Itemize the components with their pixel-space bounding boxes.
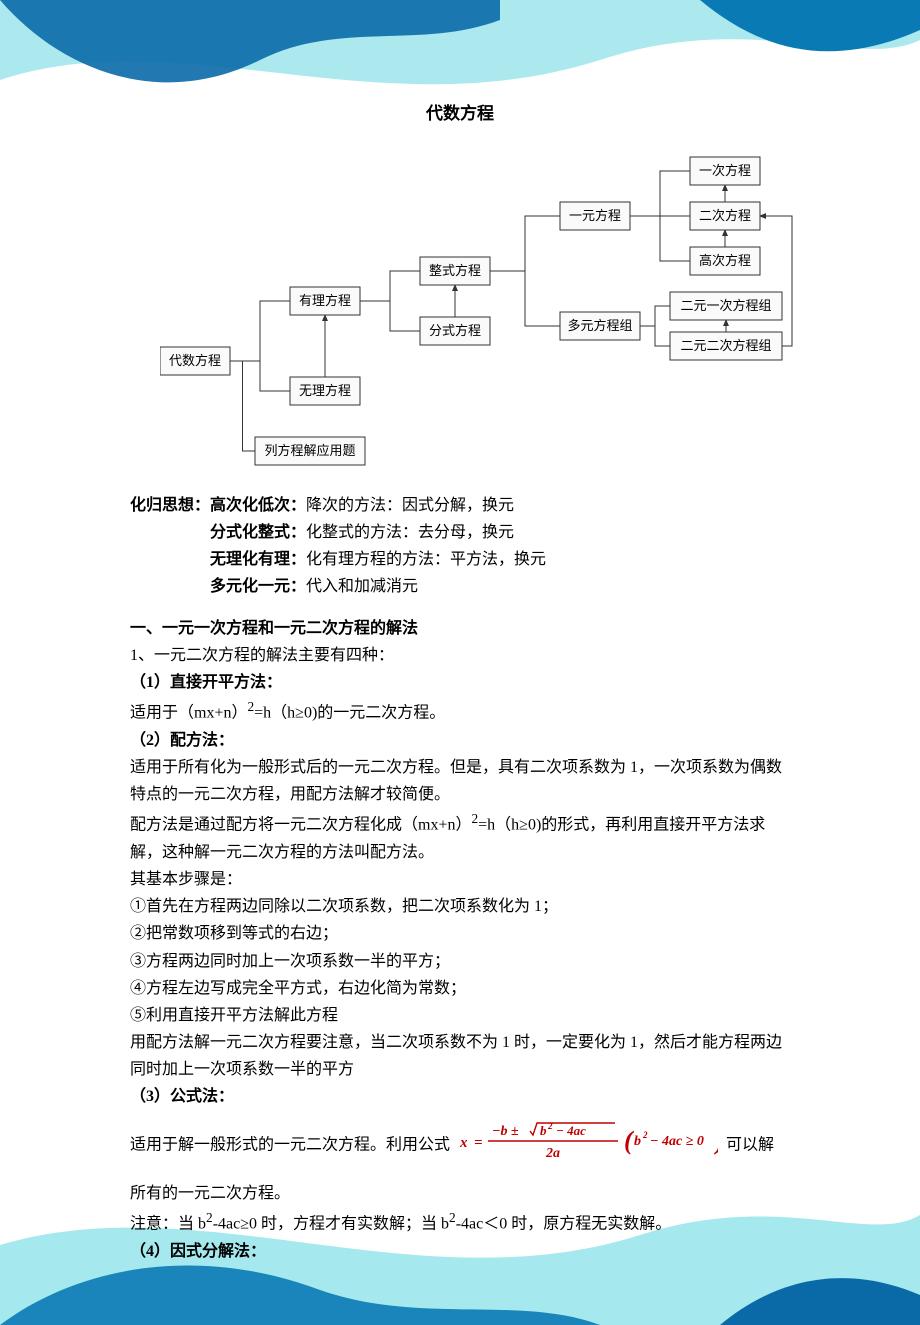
m1-a: 适用于（mx+n） [130,705,247,722]
svg-text:2a: 2a [545,1146,560,1161]
svg-text:有理方程: 有理方程 [299,293,351,308]
svg-text:b: b [634,1134,641,1149]
huagui-v1: 化整式的方法：去分母，换元 [306,524,514,541]
huagui-row-2: 无理化有理：化有理方程的方法：平方法，换元 [130,546,790,573]
m3-a: 适用于解一般形式的一元二次方程。利用公式 [130,1136,450,1153]
m2-s2: ②把常数项移到等式的右边； [130,920,790,947]
m3-note: 注意：当 b2-4ac≥0 时，方程才有实数解；当 b2-4ac＜0 时，原方程… [130,1207,790,1238]
huagui-k0: 高次化低次： [210,497,306,514]
svg-text:二次方程: 二次方程 [699,208,751,223]
m2-s3: ③方程两边同时加上一次项系数一半的平方； [130,948,790,975]
svg-text:): ) [714,1126,718,1155]
method1-text: 适用于（mx+n）2=h（h≥0)的一元二次方程。 [130,696,790,727]
method3-heading: （3）公式法： [130,1083,790,1110]
m2-s4: ④方程左边写成完全平方式，右边化简为常数； [130,975,790,1002]
huagui-k1: 分式化整式： [210,524,306,541]
m3-e1: 注意：当 b [130,1215,206,1232]
m3-line: 适用于解一般形式的一元二次方程。利用公式 x=−b ±b2− 4ac2a(b2−… [130,1119,790,1172]
m2-p3: 其基本步骤是： [130,866,790,893]
m3-c: 可以解 [726,1136,774,1153]
huagui-row-1: 分式化整式：化整式的方法：去分母，换元 [130,519,790,546]
m2-p2a: 配方法是通过配方将一元二次方程化成（mx+n） [130,817,471,834]
m1-b: =h（h≥0)的一元二次方程。 [254,705,445,722]
m3-e1s: 2 [206,1210,213,1225]
huagui-row-3: 多元化一元：代入和加减消元 [130,573,790,600]
huagui-v2: 化有理方程的方法：平方法，换元 [306,551,546,568]
m2-p2: 配方法是通过配方将一元二次方程化成（mx+n）2=h（h≥0)的形式，再利用直接… [130,808,790,866]
method2-heading: （2）配方法： [130,727,790,754]
diagram-svg: 代数方程 有理方程无理方程列方程解应用题 整式方程分式方程 一元方程多元方程组 一次方程… [160,147,800,472]
m3-e3: -4ac＜0 时，原方程无实数解。 [456,1215,672,1232]
svg-text:2: 2 [547,1121,553,1131]
svg-text:代数方程: 代数方程 [169,353,221,368]
svg-text:− 4ac: − 4ac [556,1123,586,1138]
page-content: 代数方程 代数方程有理方程无理方程列方程解应用题整式方程分式方程一元方程多元方程… [0,0,920,1325]
svg-text:2: 2 [642,1130,648,1140]
svg-text:无理方程: 无理方程 [299,383,351,398]
doc-title: 代数方程 [130,100,790,129]
svg-text:x: x [459,1135,468,1151]
m3-e2s: 2 [449,1210,456,1225]
m3-e2: -4ac≥0 时，方程才有实数解；当 b [213,1215,449,1232]
hierarchy-diagram: 代数方程 有理方程无理方程列方程解应用题 整式方程分式方程 一元方程多元方程组 一次方程… [160,147,790,472]
m2-s5: ⑤利用直接开平方法解此方程 [130,1002,790,1029]
svg-text:高次方程: 高次方程 [699,253,751,268]
huagui-row-0: 化归思想：高次化低次：降次的方法：因式分解，换元 [130,492,790,519]
huagui-k3: 多元化一元： [210,578,306,595]
svg-text:− 4ac ≥ 0: − 4ac ≥ 0 [650,1134,704,1149]
svg-text:二元二次方程组: 二元二次方程组 [680,338,771,353]
huagui-lead: 化归思想： [130,497,210,514]
m2-p4: 用配方法解一元二次方程要注意，当二次项系数不为 1 时，一定要化为 1，然后才能… [130,1029,790,1083]
svg-text:b: b [540,1123,547,1138]
svg-text:−b ±: −b ± [492,1124,519,1139]
svg-text:二元一次方程组: 二元一次方程组 [680,298,771,313]
svg-text:=: = [474,1135,483,1151]
huagui-v0: 降次的方法：因式分解，换元 [306,497,514,514]
svg-text:一次方程: 一次方程 [699,163,751,178]
method4-heading: （4）因式分解法： [130,1238,790,1265]
huagui-v3: 代入和加减消元 [306,578,418,595]
method1-heading: （1）直接开平方法： [130,669,790,696]
svg-text:列方程解应用题: 列方程解应用题 [264,443,355,458]
m3-d: 所有的一元二次方程。 [130,1180,790,1207]
formula-svg-wrap: x=−b ±b2− 4ac2a(b2− 4ac ≥ 0) [458,1119,718,1172]
svg-text:整式方程: 整式方程 [429,263,481,278]
section1-heading: 一、一元一次方程和一元二次方程的解法 [130,615,790,642]
svg-text:多元方程组: 多元方程组 [567,318,632,333]
line-methods-intro: 1、一元二次方程的解法主要有四种： [130,642,790,669]
huagui-k2: 无理化有理： [210,551,306,568]
svg-text:一元方程: 一元方程 [569,208,621,223]
m2-p1: 适用于所有化为一般形式后的一元二次方程。但是，具有二次项系数为 1，一次项系数为… [130,754,790,808]
m2-s1: ①首先在方程两边同除以二次项系数，把二次项系数化为 1； [130,893,790,920]
quadratic-formula: x=−b ±b2− 4ac2a(b2− 4ac ≥ 0) [458,1119,718,1163]
svg-text:分式方程: 分式方程 [429,323,481,338]
